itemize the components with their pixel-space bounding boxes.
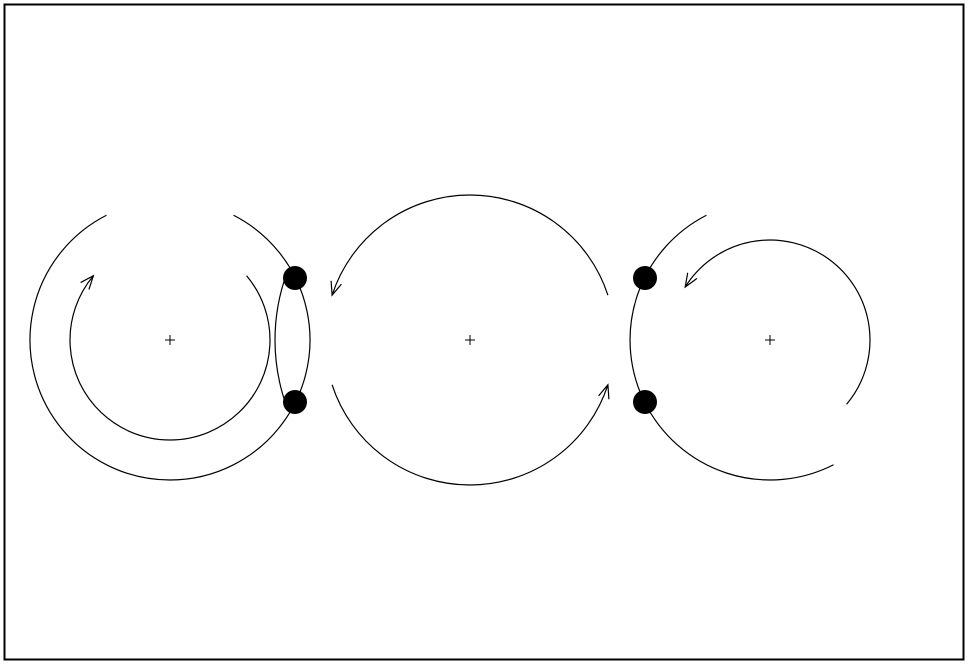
node-A_bottom bbox=[283, 390, 307, 414]
node-A_top bbox=[283, 266, 307, 290]
node-B_bottom bbox=[633, 390, 657, 414]
node-B_top bbox=[633, 266, 657, 290]
diagram-canvas bbox=[0, 0, 968, 664]
